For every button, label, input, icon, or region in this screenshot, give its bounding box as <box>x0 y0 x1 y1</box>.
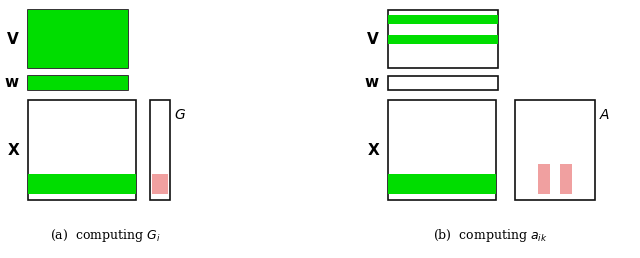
Bar <box>28 76 128 90</box>
Bar <box>388 10 498 68</box>
Bar <box>388 15 498 24</box>
Bar <box>388 100 496 200</box>
Text: (b)  computing $a_{ik}$: (b) computing $a_{ik}$ <box>433 228 547 245</box>
Bar <box>28 10 128 68</box>
Bar <box>388 174 496 194</box>
Text: $\mathbf{w}$: $\mathbf{w}$ <box>364 76 380 90</box>
Bar <box>28 174 136 194</box>
Text: (a)  computing $G_i$: (a) computing $G_i$ <box>50 228 161 245</box>
Text: $\mathbf{w}$: $\mathbf{w}$ <box>4 76 20 90</box>
Bar <box>28 100 136 200</box>
Bar <box>152 174 168 194</box>
Text: $G$: $G$ <box>174 108 186 122</box>
Bar <box>515 100 595 200</box>
Text: $\mathbf{X}$: $\mathbf{X}$ <box>6 142 20 158</box>
Bar <box>388 76 498 90</box>
Bar <box>388 35 498 44</box>
Bar <box>150 100 170 200</box>
Bar <box>538 164 550 194</box>
Text: $\mathbf{V}$: $\mathbf{V}$ <box>6 31 20 47</box>
Text: $\mathbf{V}$: $\mathbf{V}$ <box>366 31 380 47</box>
Text: $\mathbf{X}$: $\mathbf{X}$ <box>367 142 380 158</box>
Bar <box>28 10 128 68</box>
Text: $A$: $A$ <box>599 108 611 122</box>
Bar <box>28 76 128 90</box>
Bar <box>560 164 572 194</box>
